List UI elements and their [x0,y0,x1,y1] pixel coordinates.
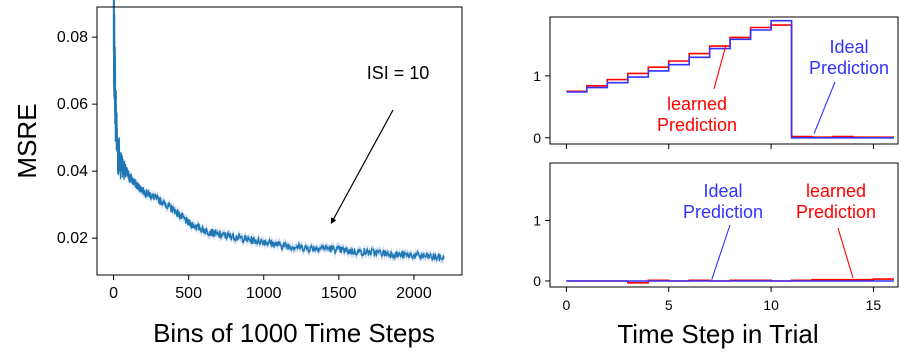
x-tick-label: 0 [109,285,118,302]
msre-point [323,247,324,248]
msre-point [248,239,249,240]
msre-panel: 0 500 1000 1500 2000 0.02 0.04 0.06 0.08 MSRE Bi… [12,0,463,348]
msre-point [188,223,189,224]
msre-point [413,255,414,256]
msre-point [143,191,144,192]
ideal-prediction-pointer [711,224,731,280]
x-tick-label: 15 [866,297,882,313]
top-plot-frame [549,16,899,145]
y-tick-label: 0.02 [57,230,88,247]
x-tick-label: 1500 [321,285,357,302]
msre-point [128,176,129,177]
msre-point [114,43,115,44]
learned-prediction-label: learned Prediction [796,181,876,222]
bottom-annotations: Ideal Prediction learned Prediction [683,181,876,280]
y-tick-label: 1 [533,68,541,84]
msre-point [120,162,121,163]
learned-prediction-label: learned Prediction [657,94,737,135]
msre-point [218,234,219,235]
x-tick-label: 2000 [396,285,432,302]
msre-point [443,258,444,259]
msre-point [278,244,279,245]
learned-prediction-pointer [837,227,854,279]
msre-point [117,151,118,152]
isi-annotation-label: ISI = 10 [367,63,430,83]
msre-point [117,144,118,145]
msre-point [116,130,117,131]
ideal-step-line [566,19,894,139]
msre-point [114,80,115,81]
top-annotations: learned Prediction Ideal Prediction [657,37,889,135]
x-tick-label: 500 [175,285,202,302]
ideal-prediction-label: Ideal Prediction [809,37,889,78]
msre-point [122,166,123,167]
msre-point [368,252,369,253]
msre-point [136,184,137,185]
msre-error-band [113,0,444,266]
bottom-prediction-series [566,278,894,284]
top-ticks: 01 [533,68,874,149]
x-tick-label: 5 [665,297,673,313]
msre-point [398,254,399,255]
ideal-prediction-label: Ideal Prediction [683,181,763,222]
msre-series [112,0,445,266]
bottom-xlabel: Time Step in Trial [617,319,818,349]
msre-point [119,157,120,158]
bottom-plot-frame [549,162,899,288]
msre-point [338,249,339,250]
y-tick-label: 0 [533,130,541,146]
msre-point [383,253,384,254]
msre-point [173,209,174,210]
msre-xlabel: Bins of 1000 Time Steps [153,318,435,348]
x-tick-label: 10 [763,297,779,313]
msre-point [113,23,114,24]
msre-point [428,256,429,257]
msre-point [115,110,116,111]
x-tick-label: 0 [562,297,570,313]
y-tick-label: 0 [533,273,541,289]
learned-prediction-pointer [713,44,727,90]
bottom-prediction-panel: 0 5 10 15 0 1 Ideal Prediction learned Predictio… [533,162,899,349]
msre-ticks: 0 500 1000 1500 2000 0.02 0.04 0.06 0.08 [57,29,432,302]
y-tick-label: 1 [533,212,541,228]
y-tick-label: 0.06 [57,96,88,113]
bottom-ticks: 0 5 10 15 0 1 [533,212,881,313]
msre-point [233,236,234,237]
msre-line [112,0,445,262]
msre-point [353,251,354,252]
top-prediction-series [566,19,894,139]
msre-point [263,241,264,242]
y-tick-label: 0.08 [57,29,88,46]
isi-annotation-arrow [330,109,394,224]
y-tick-label: 0.04 [57,163,88,180]
msre-point [158,199,159,200]
msre-point [293,246,294,247]
msre-point [203,229,204,230]
msre-point [124,171,125,172]
ideal-prediction-pointer [813,81,836,134]
msre-plot-frame [96,6,463,276]
msre-point [308,248,309,249]
msre-ylabel: MSRE [12,103,42,178]
x-tick-label: 1000 [246,285,282,302]
